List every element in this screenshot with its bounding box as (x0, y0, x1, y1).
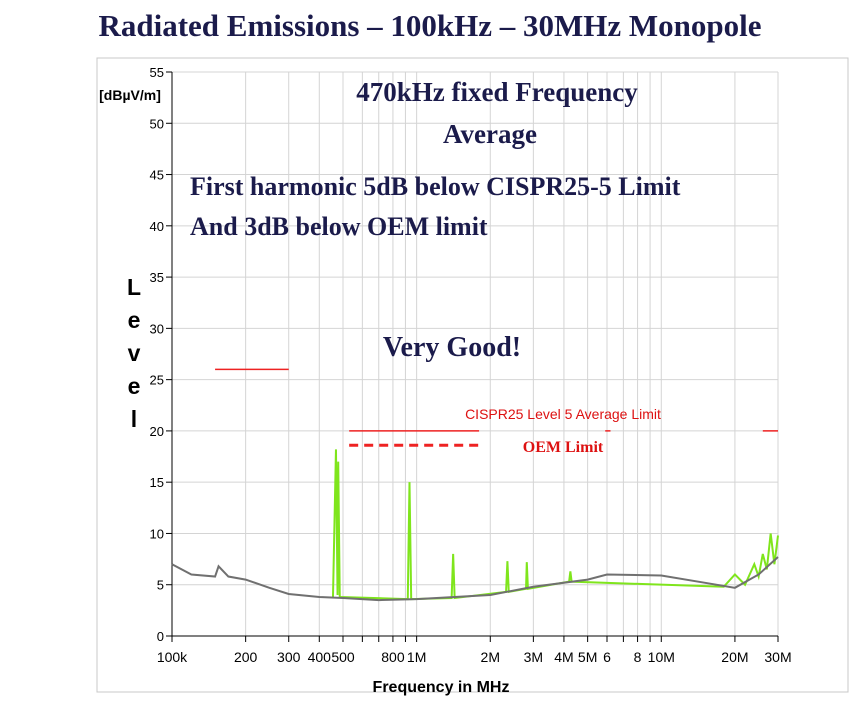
x-tick-label: 800 (381, 649, 405, 665)
series-label: OEM Limit (523, 439, 604, 456)
x-tick-label: 8 (634, 649, 642, 665)
y-tick-label: 35 (150, 270, 164, 285)
y-tick-label: 5 (157, 578, 164, 593)
y-tick-label: 30 (150, 321, 164, 336)
annotation: And 3dB below OEM limit (190, 212, 488, 241)
y-axis-label: [dBµV/m] (99, 87, 161, 103)
y-side-label: e (128, 307, 141, 333)
x-tick-label: 1M (407, 649, 426, 665)
x-tick-label: 300 (277, 649, 301, 665)
y-tick-label: 45 (150, 168, 164, 183)
x-tick-label: 3M (524, 649, 543, 665)
annotation: 470kHz fixed Frequency (356, 77, 638, 107)
annotation: Average (443, 119, 537, 149)
x-tick-label: 6 (603, 649, 611, 665)
y-tick-label: 25 (150, 373, 164, 388)
chart-title: Radiated Emissions – 100kHz – 30MHz Mono… (98, 8, 761, 43)
series-line (331, 449, 779, 601)
annotation: First harmonic 5dB below CISPR25-5 Limit (190, 172, 681, 201)
y-side-label: l (131, 406, 137, 432)
y-tick-label: 55 (150, 65, 164, 80)
x-tick-label: 2M (481, 649, 500, 665)
x-tick-label: 30M (764, 649, 791, 665)
x-tick-label: 500 (331, 649, 355, 665)
series-line (215, 368, 778, 432)
x-tick-label: 10M (648, 649, 675, 665)
x-tick-label: 200 (234, 649, 258, 665)
y-side-label: L (127, 274, 141, 300)
series-label: CISPR25 Level 5 Average Limit (465, 406, 661, 422)
series-line (171, 556, 779, 602)
y-tick-label: 50 (150, 116, 164, 131)
y-tick-label: 40 (150, 219, 164, 234)
y-tick-label: 15 (150, 475, 164, 490)
y-side-label: e (128, 373, 141, 399)
y-side-label: v (128, 340, 141, 366)
x-axis-label: Frequency in MHz (373, 679, 510, 696)
y-tick-label: 10 (150, 526, 164, 541)
x-tick-label: 400 (308, 649, 332, 665)
y-tick-label: 0 (157, 629, 164, 644)
y-tick-label: 20 (150, 424, 164, 439)
x-tick-label: 100k (157, 649, 188, 665)
x-tick-label: 5M (578, 649, 597, 665)
plot-frame (96, 57, 849, 693)
x-tick-label: 20M (721, 649, 748, 665)
annotation: Very Good! (383, 332, 521, 363)
x-tick-label: 4M (554, 649, 573, 665)
